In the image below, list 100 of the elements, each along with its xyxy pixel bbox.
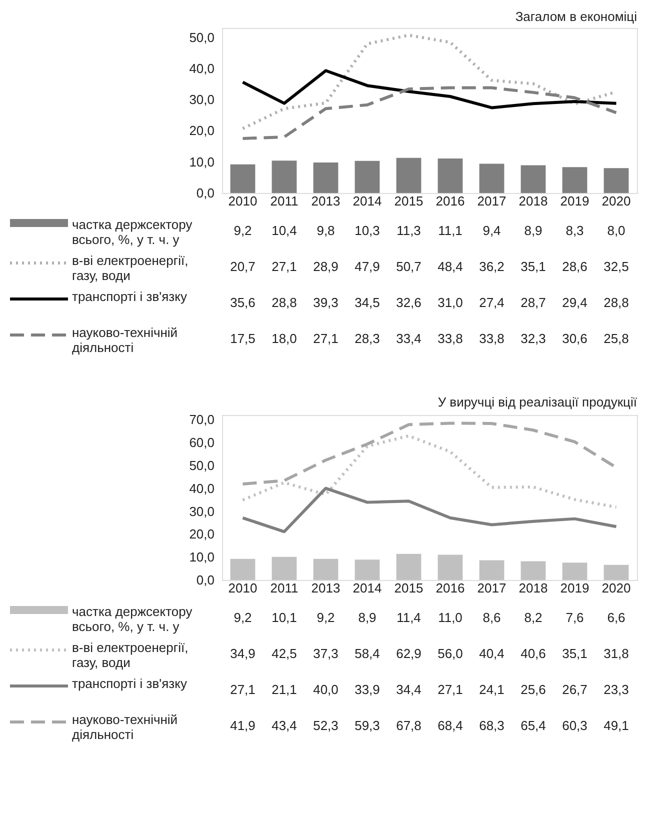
bar <box>313 558 338 580</box>
bar <box>272 160 297 193</box>
y-tick-label: 70,0 <box>189 412 214 428</box>
legend-label: транспорті і зв'язку <box>72 676 188 691</box>
data-label: 30,6 <box>562 331 588 346</box>
data-label: 25,8 <box>604 331 629 346</box>
data-label: 28,3 <box>354 331 380 346</box>
data-label: 7,6 <box>566 610 584 625</box>
data-label: 40,4 <box>479 646 504 661</box>
legend-label: науково-технічній діяльності <box>72 712 178 742</box>
data-label: 18,0 <box>272 331 297 346</box>
y-tick-label: 0,0 <box>196 186 214 200</box>
data-label: 27,1 <box>230 682 256 697</box>
x-tick-label: 2016 <box>436 580 465 596</box>
bar <box>396 554 422 580</box>
data-label: 6,6 <box>607 610 626 625</box>
data-label: 31,0 <box>438 295 463 310</box>
data-label: 25,6 <box>520 682 546 697</box>
data-label: 65,4 <box>520 718 546 733</box>
x-tick-label: 2010 <box>228 194 258 208</box>
data-label: 34,5 <box>354 295 380 310</box>
y-tick-label: 40,0 <box>189 60 214 76</box>
line-series <box>241 86 618 140</box>
legend-label: частка держсектору всього, %, у т. ч. у <box>72 217 193 247</box>
data-label: 34,9 <box>230 646 256 661</box>
data-label: 59,3 <box>354 718 380 733</box>
y-tick-label: 20,0 <box>189 526 214 542</box>
data-label: 33,8 <box>438 331 463 346</box>
data-label: 52,3 <box>313 718 338 733</box>
x-tick-label: 2018 <box>518 580 548 596</box>
legend-label: частка держсектору всього, %, у т. ч. у <box>72 604 193 634</box>
data-label: 39,3 <box>313 295 338 310</box>
legend-label: в-ві електроенергії, газу, води <box>72 640 188 670</box>
data-label: 27,1 <box>438 682 463 697</box>
data-label: 9,4 <box>482 223 501 238</box>
bar <box>313 162 338 193</box>
data-label: 62,9 <box>396 646 422 661</box>
line-series <box>241 486 618 534</box>
data-label: 35,1 <box>562 646 588 661</box>
data-label: 9,2 <box>234 610 252 625</box>
data-label: 42,5 <box>272 646 297 661</box>
x-tick-label: 2015 <box>394 580 424 596</box>
data-label: 40,0 <box>313 682 338 697</box>
x-tick-label: 2017 <box>477 194 506 208</box>
bar <box>354 560 380 580</box>
data-label: 43,4 <box>272 718 297 733</box>
data-label: 67,8 <box>396 718 422 733</box>
bar <box>562 167 588 193</box>
data-label: 33,9 <box>354 682 380 697</box>
data-label: 40,6 <box>520 646 546 661</box>
data-label: 11,3 <box>396 223 421 238</box>
data-label: 17,5 <box>230 331 256 346</box>
x-tick-label: 2011 <box>270 580 298 596</box>
x-tick-label: 2017 <box>477 580 506 596</box>
data-label: 8,9 <box>358 610 376 625</box>
data-label: 11,0 <box>438 610 462 625</box>
bar <box>438 554 463 580</box>
y-tick-label: 50,0 <box>189 30 214 45</box>
line-series <box>241 69 618 110</box>
data-label: 32,3 <box>520 331 546 346</box>
x-tick-label: 2013 <box>311 580 340 596</box>
data-label: 68,3 <box>479 718 504 733</box>
y-tick-label: 10,0 <box>189 154 214 170</box>
data-label: 28,8 <box>272 295 297 310</box>
bar <box>396 158 422 193</box>
x-tick-label: 2019 <box>560 580 590 596</box>
data-label: 32,5 <box>604 259 629 274</box>
data-label: 28,7 <box>520 295 546 310</box>
x-tick-label: 2015 <box>394 194 424 208</box>
y-tick-label: 10,0 <box>189 550 214 565</box>
data-label: 47,9 <box>354 259 380 274</box>
data-label: 29,4 <box>562 295 588 310</box>
data-label: 50,7 <box>396 259 422 274</box>
data-label: 24,1 <box>479 682 504 697</box>
data-label: 41,9 <box>230 718 256 733</box>
x-tick-label: 2020 <box>602 580 631 596</box>
data-label: 32,6 <box>396 295 422 310</box>
data-label: 8,2 <box>524 610 542 625</box>
x-tick-label: 2016 <box>436 194 465 208</box>
data-label: 27,1 <box>313 331 338 346</box>
x-tick-label: 2018 <box>518 194 548 208</box>
data-label: 8,6 <box>482 610 501 625</box>
data-label: 35,6 <box>230 295 256 310</box>
bar <box>230 558 256 580</box>
data-label: 21,1 <box>272 682 297 697</box>
data-label: 49,1 <box>604 718 629 733</box>
chart-title: У виручці від реалізації продукції <box>438 394 638 410</box>
data-label: 35,1 <box>520 259 546 274</box>
data-label: 34,4 <box>396 682 422 697</box>
bar <box>604 564 629 580</box>
chart-title: Загалом в економіці <box>515 9 638 24</box>
data-label: 10,4 <box>272 223 297 238</box>
bar <box>479 560 504 580</box>
data-label: 56,0 <box>438 646 463 661</box>
bar <box>520 561 546 580</box>
bar <box>562 562 588 580</box>
data-label: 10,1 <box>272 610 297 625</box>
bar <box>272 556 297 580</box>
data-label: 20,7 <box>230 259 256 274</box>
data-label: 48,4 <box>438 259 463 274</box>
